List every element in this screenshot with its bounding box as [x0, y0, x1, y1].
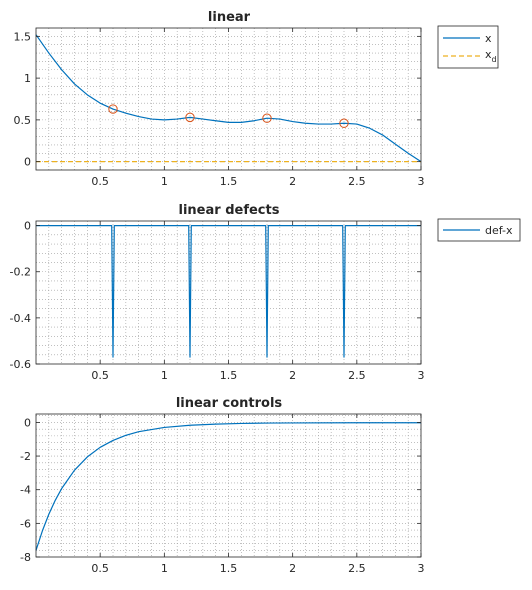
chart-title: linear controls	[176, 396, 283, 411]
legend-label-xd: xd	[485, 48, 497, 64]
y-tick-label: -4	[20, 484, 31, 497]
legend-label-xd-main: x	[485, 48, 492, 61]
y-tick-label: -8	[20, 551, 31, 564]
y-tick-label: -0.6	[10, 358, 31, 371]
x-tick-label: 1.5	[220, 562, 238, 575]
x-tick-label: 3	[418, 562, 425, 575]
series-line-series-0	[35, 422, 421, 551]
legend-label-x: x	[485, 32, 492, 45]
y-tick-label: -6	[20, 517, 31, 530]
y-tick-label: 0.5	[14, 114, 32, 127]
data-marker	[262, 113, 272, 123]
x-tick-label: 1	[161, 175, 168, 188]
y-tick-label: 1.5	[14, 30, 32, 43]
legend: def-x	[437, 218, 521, 242]
x-tick-label: 2	[289, 369, 296, 382]
x-tick-label: 1.5	[220, 175, 238, 188]
series-line-def-x	[36, 225, 421, 358]
series-line-x	[35, 34, 422, 163]
legend: x xd	[437, 25, 499, 69]
x-tick-label: 2	[289, 562, 296, 575]
chart-panel-linear-defects: linear defects 0.5 1 1.5 2 2.5 3 0 -0.2 -0.4 -0.6…	[10, 203, 521, 382]
chart-panel-linear: linear 0.5 1 1.5 2 2.5 300.511.5 x xd	[14, 10, 499, 188]
data-marker	[108, 104, 118, 114]
x-tick-label: 2.5	[348, 369, 366, 382]
x-tick-label: 1.5	[220, 369, 238, 382]
x-tick-label: 2	[289, 175, 296, 188]
x-tick-label: 0.5	[91, 369, 109, 382]
x-tick-label: 2.5	[348, 562, 366, 575]
data-marker	[185, 112, 195, 123]
y-tick-label: -0.2	[10, 266, 31, 279]
legend-box	[437, 25, 499, 69]
x-tick-label: 0.5	[91, 175, 109, 188]
x-tick-label: 2.5	[348, 175, 366, 188]
y-tick-label: 1	[24, 72, 31, 85]
x-tick-label: 1	[161, 562, 168, 575]
y-tick-label: 0	[24, 220, 31, 233]
x-tick-label: 0.5	[91, 562, 109, 575]
x-tick-label: 3	[418, 369, 425, 382]
y-tick-label: 0	[24, 156, 31, 169]
legend-label-def-x: def-x	[485, 224, 513, 237]
y-tick-label: -0.4	[10, 312, 31, 325]
y-tick-label: -2	[20, 450, 31, 463]
legend-label-xd-sub: d	[492, 55, 497, 64]
chart-title: linear defects	[179, 203, 280, 218]
x-tick-label: 3	[418, 175, 425, 188]
chart-panel-linear-controls: linear controls 0.5 1 1.5 2 2.5 3 0 -2 -4 -6 -8	[20, 396, 424, 575]
x-tick-label: 1	[161, 369, 168, 382]
chart-title: linear	[208, 10, 251, 25]
data-marker	[339, 118, 349, 128]
y-tick-label: 0	[24, 416, 31, 429]
